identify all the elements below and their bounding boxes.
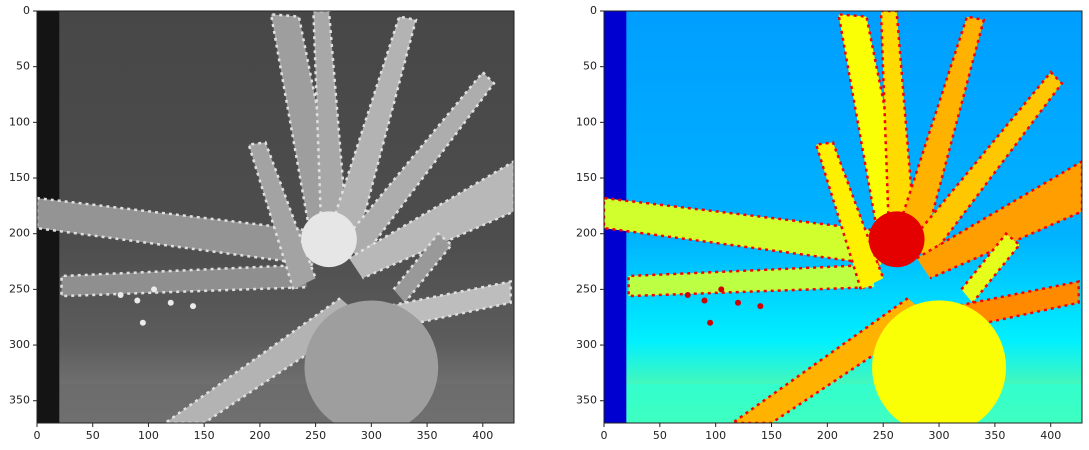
leaf-edge bbox=[906, 70, 1064, 259]
x-tick-label: 0 bbox=[34, 429, 41, 442]
speck bbox=[151, 286, 158, 293]
y-tick-label: 100 bbox=[576, 115, 597, 128]
x-tick-label: 100 bbox=[705, 429, 726, 442]
leaf-edge bbox=[327, 15, 418, 240]
leaf bbox=[61, 264, 307, 297]
leaf-edge bbox=[339, 70, 496, 259]
speck bbox=[718, 286, 725, 293]
speck bbox=[735, 299, 742, 306]
speck bbox=[117, 291, 124, 298]
leaf-edge bbox=[627, 263, 875, 298]
speck bbox=[134, 297, 141, 304]
y-tick-label: 100 bbox=[9, 115, 30, 128]
leaf-edge bbox=[604, 196, 886, 267]
x-tick-label: 350 bbox=[984, 429, 1005, 442]
leaf bbox=[393, 233, 452, 303]
x-tick-label: 400 bbox=[472, 429, 493, 442]
x-tick-label: 100 bbox=[138, 429, 159, 442]
speck bbox=[139, 319, 146, 326]
center bbox=[301, 211, 357, 268]
floor bbox=[37, 384, 514, 423]
leaf bbox=[248, 142, 316, 290]
leaf bbox=[816, 142, 884, 290]
leaf-edge bbox=[392, 231, 454, 304]
y-tick-label: 350 bbox=[9, 394, 30, 407]
x-tick-label: 250 bbox=[873, 429, 894, 442]
speck bbox=[684, 291, 691, 298]
leaf-edge bbox=[960, 231, 1022, 304]
x-tick-label: 200 bbox=[817, 429, 838, 442]
x-tick-label: 400 bbox=[1040, 429, 1061, 442]
leaf-edge bbox=[730, 297, 931, 423]
x-tick-label: 150 bbox=[761, 429, 782, 442]
x-tick-label: 300 bbox=[929, 429, 950, 442]
x-tick-label: 50 bbox=[653, 429, 667, 442]
leaf bbox=[896, 16, 984, 240]
leaf-edge bbox=[814, 141, 885, 290]
image bbox=[37, 11, 514, 423]
y-tick-label: 250 bbox=[576, 282, 597, 295]
x-tick-label: 150 bbox=[194, 429, 215, 442]
y-tick-label: 200 bbox=[9, 227, 30, 240]
leaf bbox=[313, 11, 347, 229]
center bbox=[868, 211, 925, 268]
x-tick-label: 50 bbox=[86, 429, 100, 442]
image bbox=[604, 11, 1082, 423]
x-tick-label: 350 bbox=[417, 429, 438, 442]
speck bbox=[701, 297, 708, 304]
y-tick-label: 250 bbox=[9, 282, 30, 295]
leaf bbox=[907, 72, 1062, 259]
leaf bbox=[165, 298, 363, 423]
y-tick-label: 50 bbox=[16, 60, 30, 73]
y-tick-label: 150 bbox=[576, 171, 597, 184]
leaf-edge bbox=[37, 196, 318, 267]
frame bbox=[603, 10, 1083, 424]
leaf bbox=[604, 198, 886, 265]
pot bbox=[872, 300, 1007, 423]
y-tick-label: 50 bbox=[583, 60, 597, 73]
y-tick-label: 200 bbox=[576, 227, 597, 240]
leaf bbox=[732, 298, 931, 423]
y-tick-label: 0 bbox=[23, 4, 30, 17]
leaf-edge bbox=[60, 263, 307, 298]
leaf-edge bbox=[371, 280, 512, 333]
leaf bbox=[37, 198, 318, 265]
x-tick-label: 250 bbox=[305, 429, 326, 442]
y-tick-label: 0 bbox=[590, 4, 597, 17]
y-tick-label: 150 bbox=[9, 171, 30, 184]
x-tick-label: 200 bbox=[249, 429, 270, 442]
leaf bbox=[880, 11, 915, 229]
speck bbox=[167, 299, 174, 306]
x-tick-label: 0 bbox=[601, 429, 608, 442]
leaf-edge bbox=[895, 15, 986, 240]
pot bbox=[304, 300, 439, 423]
leaf-edge bbox=[938, 280, 1080, 333]
speck bbox=[757, 303, 764, 310]
floor bbox=[604, 384, 1082, 423]
leaf bbox=[340, 72, 494, 259]
leaf bbox=[961, 233, 1020, 303]
y-tick-label: 300 bbox=[9, 338, 30, 351]
leaf bbox=[349, 161, 514, 279]
leaf-edge bbox=[247, 141, 317, 290]
y-tick-label: 300 bbox=[576, 338, 597, 351]
y-tick-label: 350 bbox=[576, 394, 597, 407]
speck bbox=[190, 303, 197, 310]
leaf bbox=[328, 16, 416, 240]
leaf-edge bbox=[163, 297, 364, 423]
x-tick-label: 300 bbox=[361, 429, 382, 442]
leaf bbox=[916, 161, 1082, 279]
speck bbox=[707, 319, 714, 326]
frame bbox=[36, 10, 515, 424]
